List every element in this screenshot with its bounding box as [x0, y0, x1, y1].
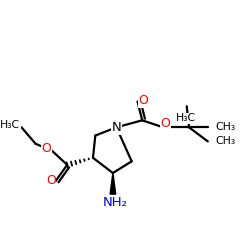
Text: O: O: [41, 142, 51, 155]
Text: O: O: [46, 174, 56, 186]
Text: CH₃: CH₃: [215, 122, 236, 132]
Text: CH₃: CH₃: [215, 136, 236, 146]
Polygon shape: [110, 173, 116, 194]
Text: O: O: [161, 117, 170, 130]
Text: NH₂: NH₂: [103, 196, 128, 209]
Text: H₃C: H₃C: [0, 120, 20, 130]
Text: H₃C: H₃C: [176, 113, 196, 123]
Text: N: N: [112, 121, 121, 134]
Text: O: O: [138, 94, 148, 107]
